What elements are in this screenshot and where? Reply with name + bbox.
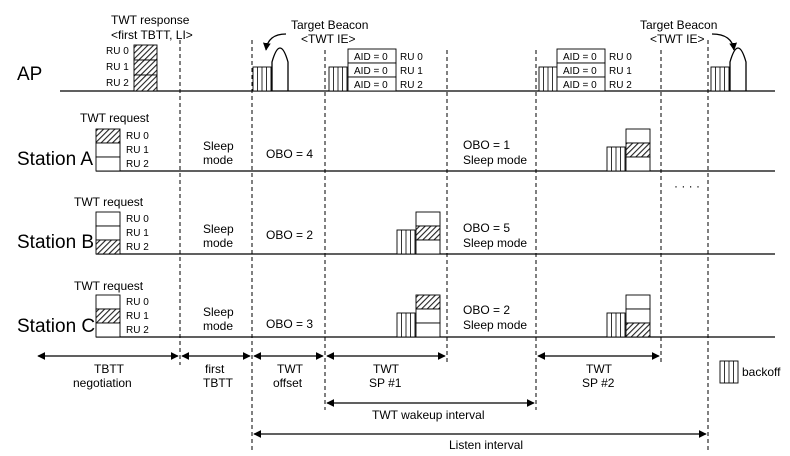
target-beacon-1-title: Target Beacon	[291, 18, 368, 32]
ap-backoff-3	[538, 66, 558, 92]
ru-label: RU 0	[126, 214, 149, 225]
twt-sp1-label: SP #1	[369, 376, 402, 390]
ap-backoff-1	[252, 66, 272, 92]
station-b-backoff	[396, 229, 416, 255]
ru-label: RU 2	[609, 80, 632, 91]
sleep-mode-label: mode	[203, 236, 233, 250]
station-c-obo-second: OBO = 2	[463, 303, 510, 317]
station-c-uplink-ru-1	[415, 294, 441, 338]
ap-twt-response-ru-labels: RU 0 RU 1 RU 2	[106, 46, 129, 89]
station-c-obo-first: OBO = 3	[266, 317, 313, 331]
target-beacon-2-arrow	[711, 33, 737, 51]
ru-label: RU 1	[106, 62, 129, 73]
ru-label: RU 2	[400, 80, 423, 91]
twt-sp2-label: SP #2	[582, 376, 615, 390]
aid-label: AID = 0	[563, 80, 597, 91]
aid-label: AID = 0	[563, 52, 597, 63]
sleep-mode-label: mode	[203, 319, 233, 333]
row-label-station-c: Station C	[17, 316, 95, 337]
row-label-ap: AP	[17, 64, 42, 85]
station-c-uplink-ru-2	[625, 294, 651, 338]
sleep-mode-label: Sleep	[203, 305, 234, 319]
twt-offset-label: TWT	[277, 362, 304, 376]
boundary-lines	[179, 40, 709, 451]
twt-offset-label: offset	[273, 376, 303, 390]
aid-label: AID = 0	[563, 66, 597, 77]
twt-sp1-label: TWT	[373, 362, 400, 376]
ru-label: RU 1	[126, 311, 149, 322]
ap-backoff-2	[328, 66, 348, 92]
ru-label: RU 1	[126, 228, 149, 239]
ru-label: RU 2	[126, 325, 149, 336]
timeline-arrows	[37, 352, 707, 438]
station-a-obo-first: OBO = 4	[266, 147, 313, 161]
aid-label: AID = 0	[354, 52, 388, 63]
ru-label: RU 0	[126, 297, 149, 308]
station-a-request-ru-blocks	[95, 128, 121, 172]
ru-label: RU 2	[106, 78, 129, 89]
legend-backoff-symbol	[719, 360, 739, 384]
aid-label: AID = 0	[354, 80, 388, 91]
target-beacon-2-ie: <TWT IE>	[650, 32, 704, 46]
twt-response-params: <first TBTT, LI>	[111, 28, 193, 42]
aid-label: AID = 0	[354, 66, 388, 77]
twt-sp2-label: TWT	[586, 362, 613, 376]
ru-label: RU 0	[106, 46, 129, 57]
sleep-mode-label: mode	[203, 153, 233, 167]
tbtt-negotiation-label: TBTT	[94, 362, 125, 376]
ru-label: RU 2	[126, 242, 149, 253]
listen-interval-label: Listen interval	[449, 438, 523, 451]
ru-label: RU 1	[400, 66, 423, 77]
station-b-request-ru-blocks	[95, 211, 121, 255]
ap-trigger-frame-1: AID = 0 AID = 0 AID = 0 RU 0 RU 1 RU 2	[347, 48, 423, 92]
legend-backoff-label: backoff	[742, 365, 781, 379]
sleep-mode-inline: Sleep mode	[463, 236, 527, 250]
sleep-mode-label: Sleep	[203, 139, 234, 153]
target-beacon-1-ie: <TWT IE>	[301, 32, 355, 46]
beacon-2-pulse	[729, 47, 747, 91]
ap-trigger-frame-2: AID = 0 AID = 0 AID = 0 RU 0 RU 1 RU 2	[556, 48, 632, 92]
first-tbtt-label: first	[205, 362, 225, 376]
ap-backoff-4	[710, 66, 730, 92]
station-b-uplink-ru	[415, 211, 441, 255]
twt-wakeup-interval-label: TWT wakeup interval	[372, 408, 484, 422]
ru-label: RU 0	[609, 52, 632, 63]
tbtt-negotiation-label: negotiation	[73, 376, 132, 390]
sleep-mode-inline: Sleep mode	[463, 153, 527, 167]
station-b-obo-first: OBO = 2	[266, 228, 313, 242]
station-c-backoff-2	[606, 312, 626, 338]
ru-label: RU 2	[126, 159, 149, 170]
twt-response-title: TWT response	[111, 13, 190, 27]
continuation-ellipsis: · · · ·	[674, 179, 700, 193]
station-a-obo-second: OBO = 1	[463, 138, 510, 152]
station-a-uplink-ru	[625, 128, 651, 172]
station-a-twt-request: TWT request	[80, 111, 150, 125]
target-beacon-1-arrow	[263, 33, 287, 51]
target-beacon-2-title: Target Beacon	[640, 18, 717, 32]
station-c-backoff-1	[396, 312, 416, 338]
station-a-backoff	[606, 146, 626, 172]
station-c-twt-request: TWT request	[74, 279, 144, 293]
beacon-1-pulse	[271, 47, 289, 91]
sleep-mode-label: Sleep	[203, 222, 234, 236]
sleep-mode-inline: Sleep mode	[463, 318, 527, 332]
ru-label: RU 0	[400, 52, 423, 63]
station-c-request-ru-blocks	[95, 294, 121, 338]
row-label-station-b: Station B	[17, 232, 94, 253]
station-b-obo-second: OBO = 5	[463, 221, 510, 235]
first-tbtt-label: TBTT	[203, 376, 234, 390]
station-b-twt-request: TWT request	[74, 195, 144, 209]
ap-twt-response-ru-blocks	[133, 44, 158, 92]
ru-label: RU 1	[609, 66, 632, 77]
ru-label: RU 0	[126, 131, 149, 142]
ru-label: RU 1	[126, 145, 149, 156]
row-label-station-a: Station A	[17, 149, 93, 170]
